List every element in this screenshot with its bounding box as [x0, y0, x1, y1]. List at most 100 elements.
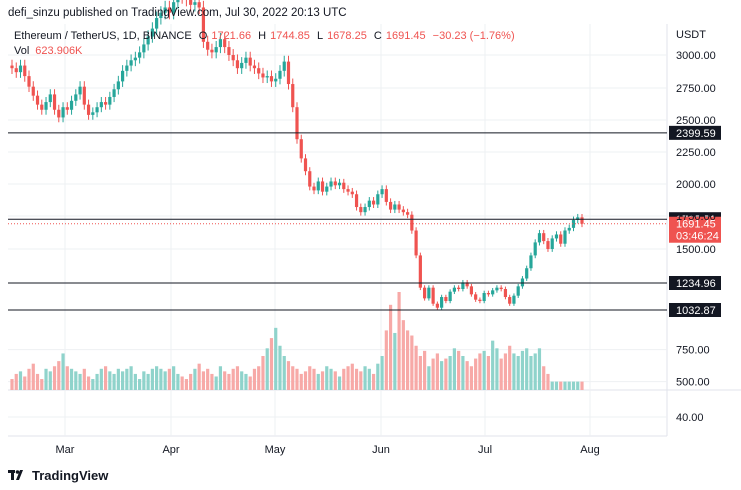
volume-bar [533, 353, 537, 390]
volume-bar [150, 368, 154, 390]
level-label: 1234.96 [676, 278, 716, 290]
volume-bar [563, 381, 567, 390]
volume-bar [282, 356, 286, 390]
level-label-box [669, 303, 721, 317]
price-tick: 3000.00 [676, 50, 716, 62]
candle-body [61, 107, 65, 118]
volume-bar [342, 368, 346, 390]
volume-bar [448, 356, 452, 390]
symbol-title[interactable]: Ethereum / TetherUS, 1D, BINANCE [14, 30, 192, 42]
candle-body [227, 47, 231, 55]
volume-bar [269, 338, 274, 390]
close-value: 1691.45 [385, 30, 426, 42]
candle-body [435, 303, 439, 308]
close-label: C [373, 30, 382, 42]
volume-legend: Vol 623.906K [14, 45, 82, 57]
candle-body [125, 65, 129, 71]
candle-body [261, 73, 265, 78]
candle-body [312, 186, 316, 191]
candle-body [529, 255, 533, 269]
volume-bar [444, 358, 448, 390]
volume-bar [52, 366, 57, 390]
volume-bar [465, 361, 469, 390]
candle-body [133, 57, 137, 61]
time-tick: May [265, 444, 286, 456]
candle-body [478, 299, 482, 302]
volume-bar [491, 340, 495, 390]
candle-body [210, 49, 214, 53]
candle-body [342, 182, 346, 190]
candle-body [423, 287, 427, 299]
candle-body [146, 36, 150, 45]
volume-bar [227, 373, 231, 390]
candle-body [231, 55, 235, 61]
candle-body [367, 200, 371, 208]
candle-body [427, 287, 431, 299]
volume-bar [163, 371, 167, 390]
volume-bar [95, 373, 99, 390]
volume-bar [210, 373, 214, 390]
candle-body [223, 39, 227, 48]
volume-bar [525, 348, 529, 390]
candle-body [512, 295, 516, 304]
candle-body [176, 0, 180, 3]
volume-bar [146, 373, 150, 390]
price-axis: USDT 3000.00 2750.00 2500.00 2250.00 2000.00 1… [676, 29, 716, 424]
volume-bar [40, 379, 44, 390]
candle-body [308, 171, 312, 187]
volume-bar [138, 379, 142, 390]
volume-bar [244, 373, 248, 390]
candle-body [91, 112, 95, 115]
candle-body [142, 44, 146, 53]
candle-body [103, 102, 108, 105]
candle-body [495, 287, 499, 291]
candle-body [440, 297, 444, 308]
volume-bar [231, 368, 235, 390]
volume-bar [337, 376, 342, 390]
volume-bar [57, 361, 61, 390]
candle-body [388, 201, 393, 210]
volume-bar [376, 363, 380, 390]
candle-body [329, 181, 333, 187]
volume-bar [69, 368, 74, 390]
candle-body [376, 194, 380, 205]
volume-bar [546, 373, 550, 390]
currency-label: USDT [676, 29, 706, 41]
volume-bar [457, 350, 461, 390]
volume-bars [10, 292, 584, 390]
time-tick: Apr [162, 444, 179, 456]
candle-body [465, 282, 469, 287]
candle-body [295, 107, 299, 140]
volume-bar [482, 350, 486, 390]
candle-body [52, 94, 57, 110]
volume-bar [193, 368, 197, 390]
candle-body [172, 2, 176, 13]
candle-body [567, 227, 571, 231]
volume-bar [133, 373, 137, 390]
tradingview-brand: TradingView [32, 468, 109, 483]
volume-bar [155, 366, 159, 390]
price-tick: 1750.00 [676, 211, 716, 223]
volume-bar [120, 371, 125, 390]
volume-bar [142, 371, 146, 390]
volume-bar [240, 371, 244, 390]
symbol-legend: Ethereum / TetherUS, 1D, BINANCE O 1721.6… [14, 30, 519, 42]
price-tick: 2000.00 [676, 179, 716, 191]
volume-bar [423, 350, 427, 390]
candle-body [112, 89, 116, 97]
change-value: −30.23 (−1.76%) [432, 30, 515, 42]
candle-body [550, 238, 554, 249]
volume-bar [261, 356, 265, 390]
volume-bar [495, 348, 499, 390]
candle-body [269, 76, 274, 82]
volume-bar [218, 366, 223, 390]
candlesticks [10, 0, 584, 310]
candle-body [576, 217, 580, 220]
candle-body [193, 2, 197, 5]
volume-bar [474, 358, 478, 390]
volume-bar [503, 353, 508, 390]
tradingview-footer[interactable]: TradingView [8, 468, 108, 483]
candle-body [537, 233, 542, 243]
volume-bar [567, 381, 571, 390]
